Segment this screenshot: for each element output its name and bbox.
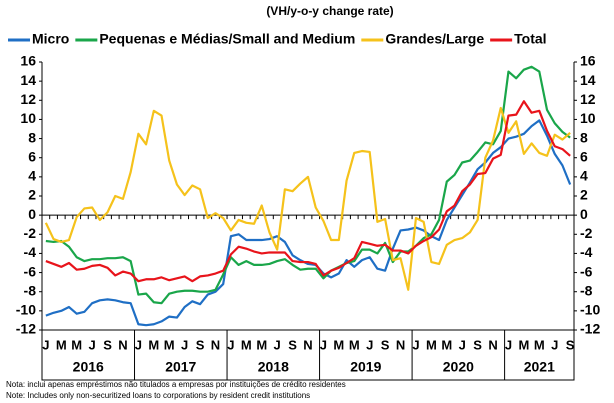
y-tick-label: -2 — [24, 225, 37, 241]
y2-tick-label: -2 — [580, 225, 593, 241]
x-tick-label: S — [566, 337, 575, 352]
x-tick-label: M — [56, 337, 67, 352]
x-tick-label: J — [181, 337, 188, 352]
y-tick-label: 14 — [20, 72, 36, 88]
x-tick-label: M — [518, 337, 529, 352]
y-tick-label: 4 — [28, 168, 36, 184]
series-line — [45, 119, 572, 327]
y-tick-label: -4 — [24, 244, 37, 260]
x-tick-label: J — [88, 337, 95, 352]
x-tick-label: N — [118, 337, 127, 352]
x-tick-label: N — [488, 337, 497, 352]
x-tick-label: J — [505, 337, 512, 352]
y2-tick-label: 0 — [580, 206, 588, 222]
y-tick-label: 8 — [28, 129, 36, 145]
x-tick-label: S — [473, 337, 482, 352]
x-tick-label: M — [241, 337, 252, 352]
x-tick-label: J — [366, 337, 373, 352]
x-tick-label: J — [459, 337, 466, 352]
y2-tick-label: 14 — [580, 72, 596, 88]
y2-tick-label: 6 — [580, 148, 588, 164]
x-tick-label: M — [349, 337, 360, 352]
series-line — [45, 100, 571, 283]
x-tick-label: J — [412, 337, 419, 352]
y-tick-label: 12 — [20, 91, 36, 107]
x-tick-label: J — [135, 337, 142, 352]
x-tick-label: J — [42, 337, 49, 352]
legend-label: Total — [514, 31, 546, 47]
y2-tick-label: 4 — [580, 168, 588, 184]
x-tick-label: M — [333, 337, 344, 352]
series-line — [44, 106, 571, 291]
y2-tick-label: 8 — [580, 129, 588, 145]
y-tick-label: -6 — [24, 263, 37, 279]
y-tick-label: 2 — [28, 187, 36, 203]
x-tick-label: S — [196, 337, 205, 352]
y2-tick-label: 2 — [580, 187, 588, 203]
x-tick-label: J — [274, 337, 281, 352]
legend-label: Pequenas e Médias/Small and Medium — [99, 31, 355, 47]
year-label: 2017 — [165, 359, 196, 375]
x-tick-label: M — [71, 337, 82, 352]
y-tick-label: 0 — [28, 206, 36, 222]
y2-tick-label: -8 — [580, 282, 593, 298]
y-tick-label: 6 — [28, 148, 36, 164]
year-label: 2019 — [350, 359, 381, 375]
y2-tick-label: 12 — [580, 91, 596, 107]
x-tick-label: M — [441, 337, 452, 352]
y2-tick-label: -12 — [580, 321, 600, 337]
year-label: 2018 — [258, 359, 289, 375]
y2-tick-label: 16 — [580, 53, 596, 69]
y-tick-label: 16 — [20, 53, 36, 69]
year-label: 2016 — [73, 359, 104, 375]
y-tick-label: -12 — [16, 321, 36, 337]
x-tick-label: N — [211, 337, 220, 352]
note: Note: Includes only non-securitized loan… — [6, 391, 310, 400]
note: Nota: inclui apenas empréstimos não titu… — [6, 380, 346, 389]
x-tick-label: J — [551, 337, 558, 352]
year-label: 2021 — [524, 359, 555, 375]
x-tick-label: N — [396, 337, 405, 352]
x-tick-label: M — [534, 337, 545, 352]
x-tick-label: S — [103, 337, 112, 352]
y-tick-label: -8 — [24, 282, 37, 298]
x-axis-box — [41, 329, 575, 381]
x-tick-label: S — [381, 337, 390, 352]
y-tick-label: 10 — [20, 110, 36, 126]
year-label: 2020 — [443, 359, 474, 375]
x-tick-label: S — [288, 337, 297, 352]
y2-tick-label: 10 — [580, 110, 596, 126]
x-tick-label: M — [164, 337, 175, 352]
series-line — [45, 65, 571, 305]
x-tick-label: M — [148, 337, 159, 352]
y2-tick-label: -6 — [580, 263, 593, 279]
x-tick-label: J — [320, 337, 327, 352]
legend-label: Micro — [32, 31, 69, 47]
y-tick-label: -10 — [16, 302, 36, 318]
x-tick-label: J — [227, 337, 234, 352]
x-tick-label: M — [426, 337, 437, 352]
legend-label: Grandes/Large — [385, 31, 484, 47]
x-tick-label: N — [303, 337, 312, 352]
chart-title: (VH/y-o-y change rate) — [266, 4, 393, 18]
x-tick-label: M — [256, 337, 267, 352]
y2-tick-label: -10 — [580, 302, 600, 318]
y2-tick-label: -4 — [580, 244, 593, 260]
